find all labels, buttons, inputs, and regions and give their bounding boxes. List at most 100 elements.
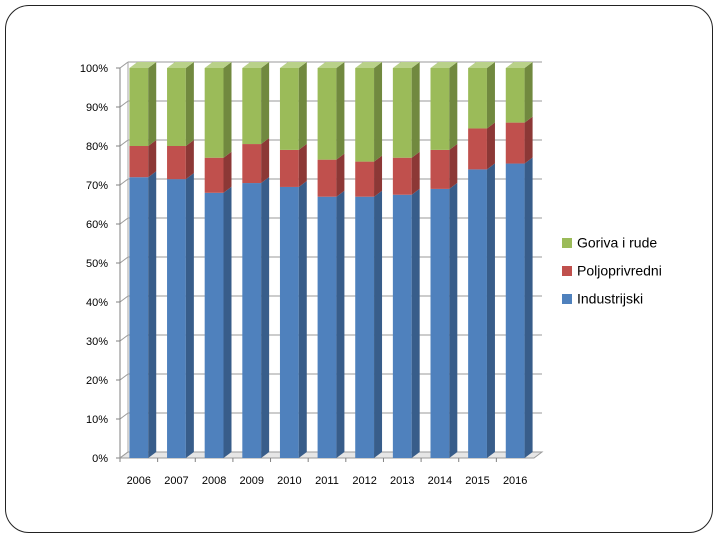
y-tick-label: 80% <box>86 141 108 153</box>
x-tick-label: 2012 <box>352 475 376 487</box>
bar-segment-side <box>524 116 533 164</box>
bar-segment <box>392 194 412 458</box>
bar-segment-side <box>223 62 232 158</box>
x-tick-label: 2008 <box>202 475 226 487</box>
gridline-side <box>119 217 129 225</box>
legend-swatch <box>562 238 572 248</box>
bar-segment <box>129 177 149 458</box>
bar-segment <box>279 186 299 458</box>
bar-segment <box>129 68 149 146</box>
bar-segment-side <box>148 171 157 458</box>
bar-top <box>392 62 420 68</box>
bar-top <box>204 62 232 68</box>
bar-segment <box>242 144 262 184</box>
bar-segment-side <box>148 62 157 146</box>
bar-segment-side <box>524 62 533 123</box>
bar-segment <box>317 68 337 160</box>
bar-segment <box>505 122 525 164</box>
legend-swatch <box>562 294 572 304</box>
bar-segment <box>505 163 525 459</box>
gridline-side <box>119 61 129 69</box>
bar-segment-side <box>449 182 458 458</box>
y-tick-label: 60% <box>86 219 108 231</box>
bar-segment-side <box>449 62 458 150</box>
bar-segment-side <box>223 186 232 459</box>
bar-segment-side <box>374 62 383 162</box>
y-tick-label: 10% <box>86 414 108 426</box>
legend: Goriva i rude Poljoprivredni Industrijski <box>562 235 662 307</box>
gridline-side <box>119 295 129 303</box>
bar-segment-side <box>298 180 307 458</box>
x-tick-label: 2015 <box>465 475 489 487</box>
legend-label: Goriva i rude <box>577 235 657 251</box>
bar-segment-side <box>449 143 458 189</box>
x-tick-label: 2010 <box>277 475 301 487</box>
gridline-side <box>119 100 129 108</box>
gridline-side <box>119 178 129 186</box>
y-tick-label: 100% <box>80 63 108 75</box>
gridline-side <box>119 139 129 147</box>
bar-segment <box>468 68 487 129</box>
bar-segment-side <box>336 190 345 458</box>
bar-segment-side <box>486 122 495 170</box>
gridline-side <box>119 256 129 264</box>
bar-segment <box>279 149 299 187</box>
bars <box>129 62 533 459</box>
bar-segment-side <box>148 140 157 178</box>
bar-segment-side <box>185 140 194 180</box>
bar-segment <box>167 179 186 458</box>
bar-segment <box>167 146 186 180</box>
bar-top <box>279 62 307 68</box>
x-tick-label: 2016 <box>503 475 527 487</box>
bar-segment <box>204 192 224 459</box>
x-tick-label: 2009 <box>239 475 263 487</box>
bar-segment <box>392 157 412 195</box>
bar-segment <box>468 128 487 170</box>
bar-segment <box>242 68 262 145</box>
bar-segment <box>204 157 224 193</box>
bar-top <box>355 62 383 68</box>
bar-top <box>317 62 345 68</box>
bar-segment-side <box>524 157 533 459</box>
bar-segment-side <box>185 173 194 458</box>
bar-segment-side <box>411 188 420 458</box>
bar-segment <box>468 169 487 458</box>
bar-segment-side <box>336 62 345 160</box>
y-tick-label: 30% <box>86 336 108 348</box>
x-tick-label: 2013 <box>390 475 414 487</box>
bar-segment-side <box>298 143 307 187</box>
x-tick-label: 2007 <box>164 475 188 487</box>
bar-segment <box>430 188 450 458</box>
bar-segment <box>317 159 337 197</box>
y-tick-label: 0% <box>92 453 108 465</box>
tick-labels: 0% 10% 20% 30% 40% 50% 60% 70% 80% 90% 100% 2006 200… <box>80 63 528 487</box>
x-tick-label: 2011 <box>315 475 339 487</box>
bar-segment-side <box>374 190 383 458</box>
bar-segment <box>129 146 149 178</box>
gridline-side <box>119 334 129 342</box>
legend-label: Poljoprivredni <box>577 263 662 279</box>
bar-segment-side <box>486 62 495 129</box>
bar-segment-side <box>261 138 270 184</box>
y-tick-label: 20% <box>86 375 108 387</box>
bar-segment-side <box>185 62 194 146</box>
bar-segment <box>317 196 337 458</box>
bar-segment-side <box>411 62 420 158</box>
x-tick-label: 2006 <box>127 475 151 487</box>
y-tick-label: 70% <box>86 180 108 192</box>
bar-segment <box>279 68 299 150</box>
bar-top <box>505 62 533 68</box>
bar-segment <box>204 68 224 158</box>
bar-segment <box>392 68 412 158</box>
bar-segment <box>355 68 375 162</box>
bar-top <box>430 62 458 68</box>
bar-segment-side <box>298 62 307 150</box>
bar-segment <box>430 68 450 150</box>
bar-segment-side <box>261 177 270 459</box>
gridline-side <box>119 412 129 420</box>
bar-top <box>242 62 270 68</box>
bar-top <box>129 62 157 68</box>
gridline-side <box>119 373 129 381</box>
bar-segment <box>355 161 375 197</box>
